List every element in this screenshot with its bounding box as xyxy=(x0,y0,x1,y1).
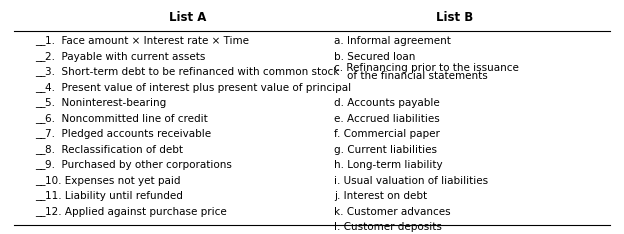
Text: b. Secured loan: b. Secured loan xyxy=(334,52,415,62)
Text: 5.  Noninterest-bearing: 5. Noninterest-bearing xyxy=(45,98,166,108)
Text: f. Commercial paper: f. Commercial paper xyxy=(334,129,440,139)
Text: 12. Applied against purchase price: 12. Applied against purchase price xyxy=(45,207,227,217)
Text: of the financial statements: of the financial statements xyxy=(334,71,487,81)
Text: c. Refinancing prior to the issuance: c. Refinancing prior to the issuance xyxy=(334,63,519,73)
Text: 6.  Noncommitted line of credit: 6. Noncommitted line of credit xyxy=(45,114,208,124)
Text: __: __ xyxy=(36,191,46,201)
Text: 3.  Short-term debt to be refinanced with common stock: 3. Short-term debt to be refinanced with… xyxy=(45,67,339,77)
Text: 10. Expenses not yet paid: 10. Expenses not yet paid xyxy=(45,176,180,186)
Text: l. Customer deposits: l. Customer deposits xyxy=(334,222,442,232)
Text: i. Usual valuation of liabilities: i. Usual valuation of liabilities xyxy=(334,176,488,186)
Text: 1.  Face amount × Interest rate × Time: 1. Face amount × Interest rate × Time xyxy=(45,36,249,46)
Text: d. Accounts payable: d. Accounts payable xyxy=(334,98,439,108)
Text: __: __ xyxy=(36,52,46,62)
Text: __: __ xyxy=(36,145,46,155)
Text: 9.  Purchased by other corporations: 9. Purchased by other corporations xyxy=(45,160,232,170)
Text: __: __ xyxy=(36,67,46,77)
Text: List B: List B xyxy=(436,11,474,24)
Text: h. Long-term liability: h. Long-term liability xyxy=(334,160,442,170)
Text: 7.  Pledged accounts receivable: 7. Pledged accounts receivable xyxy=(45,129,211,139)
Text: g. Current liabilities: g. Current liabilities xyxy=(334,145,437,155)
Text: 11. Liability until refunded: 11. Liability until refunded xyxy=(45,191,183,201)
Text: __: __ xyxy=(36,207,46,217)
Text: 4.  Present value of interest plus present value of principal: 4. Present value of interest plus presen… xyxy=(45,83,351,93)
Text: 8.  Reclassification of debt: 8. Reclassification of debt xyxy=(45,145,183,155)
Text: __: __ xyxy=(36,129,46,139)
Text: __: __ xyxy=(36,98,46,108)
Text: __: __ xyxy=(36,83,46,93)
Text: e. Accrued liabilities: e. Accrued liabilities xyxy=(334,114,439,124)
Text: k. Customer advances: k. Customer advances xyxy=(334,207,451,217)
Text: a. Informal agreement: a. Informal agreement xyxy=(334,36,451,46)
Text: j. Interest on debt: j. Interest on debt xyxy=(334,191,427,201)
Text: __: __ xyxy=(36,160,46,170)
Text: List A: List A xyxy=(169,11,207,24)
Text: __: __ xyxy=(36,114,46,124)
Text: __: __ xyxy=(36,36,46,46)
Text: __: __ xyxy=(36,176,46,186)
Text: 2.  Payable with current assets: 2. Payable with current assets xyxy=(45,52,205,62)
